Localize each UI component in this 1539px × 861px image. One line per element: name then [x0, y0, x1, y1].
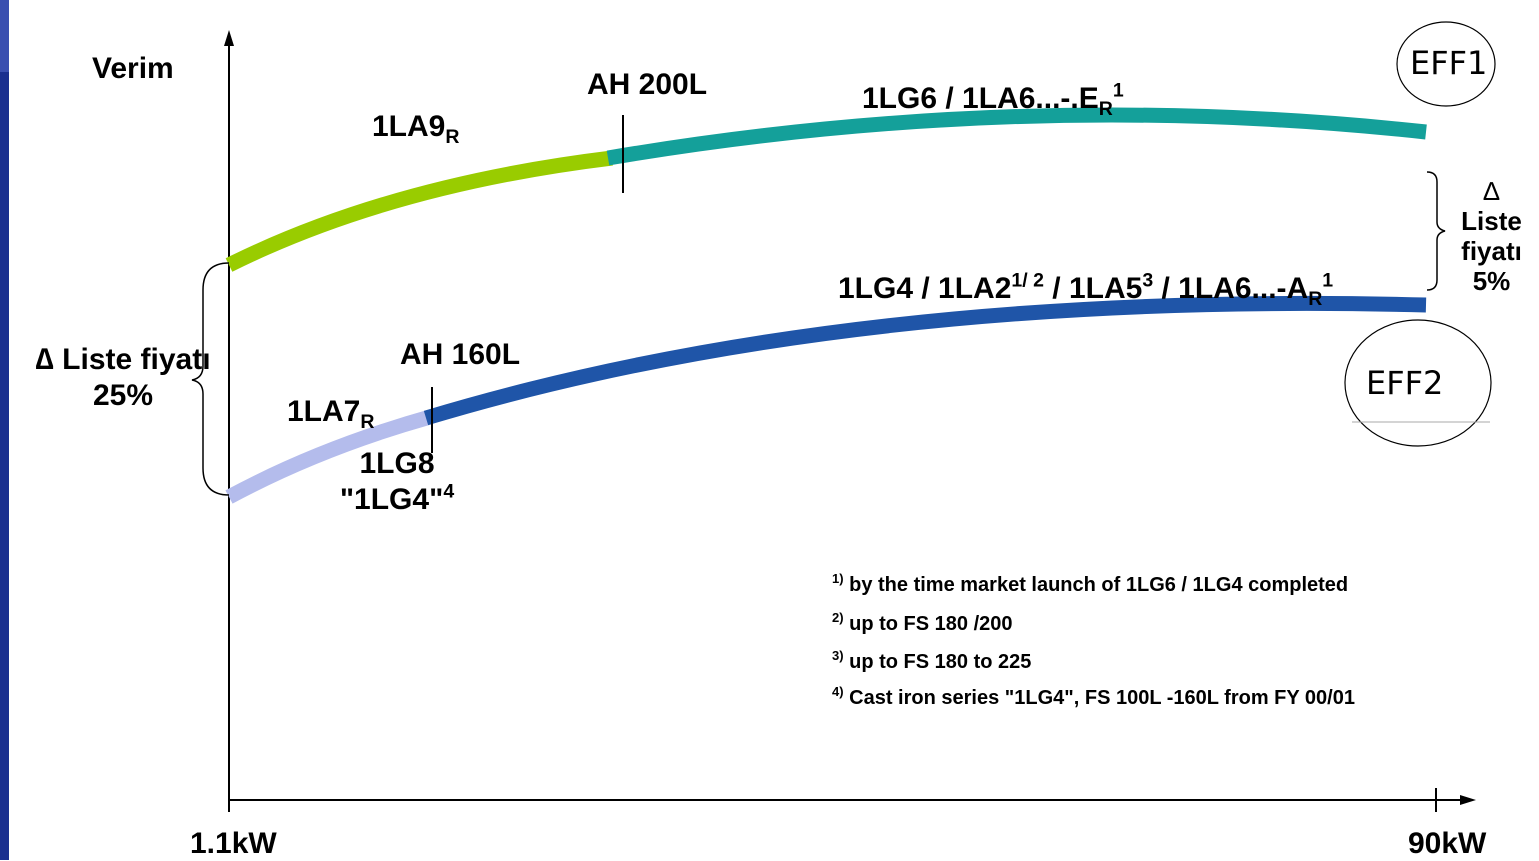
- delta-left-symbol: ∆: [35, 343, 54, 376]
- lower-left-series2-label: 1LG8 "1LG4"4: [312, 446, 482, 518]
- delta-right-line2: fiyatı: [1461, 236, 1522, 266]
- lower-right-s2: 3: [1142, 269, 1154, 292]
- price-delta-left-line2: 25%: [92, 379, 154, 412]
- price-delta-left-line1: ∆ Liste fiyatı: [18, 342, 228, 378]
- upper-left-series-main: 1LA9: [372, 110, 446, 143]
- upper-breakpoint-label: AH 200L: [587, 68, 708, 101]
- upper-right-series-main: 1LG6 / 1LA6...-.E: [862, 82, 1099, 115]
- footnote-1-mark: 1): [832, 571, 844, 587]
- lower-left-series2-line2-wrap: "1LG4"4: [312, 482, 482, 518]
- eff2-badge: EFF2: [1366, 364, 1444, 402]
- lower-right-p1: 1LG4 / 1LA2: [838, 272, 1012, 305]
- y-axis-arrow: [224, 30, 234, 46]
- lower-left-series2-line1: 1LG8: [359, 447, 435, 480]
- delta-right-line3: 5%: [1472, 266, 1511, 296]
- footnote-3: 3) up to FS 180 to 225: [832, 648, 1032, 674]
- delta-right-line1: Liste: [1461, 206, 1522, 236]
- footnote-4-mark: 4): [832, 684, 844, 700]
- left-edge-bar: [0, 0, 9, 860]
- eff2-badge-ellipse: [1344, 319, 1492, 447]
- lower-breakpoint-label: AH 160L: [400, 338, 521, 371]
- footnote-4: 4) Cast iron series "1LG4", FS 100L -160…: [832, 684, 1355, 710]
- upper-right-series-sup: 1: [1112, 79, 1124, 102]
- footnote-2-mark: 2): [832, 610, 844, 626]
- left-brace: [191, 262, 230, 496]
- upper-left-series-sub: R: [445, 125, 460, 148]
- lower-right-series-label: 1LG4 / 1LA21/ 2 / 1LA53 / 1LA6...-AR1: [838, 269, 1334, 309]
- lower-right-p2: / 1LA5: [1043, 272, 1143, 305]
- lower-curve-lightblue-segment: [225, 409, 433, 504]
- lower-curve-darkblue-segment: [423, 295, 1427, 426]
- footnote-2: 2) up to FS 180 /200: [832, 610, 1013, 636]
- y-axis-label: Verim: [92, 52, 174, 85]
- lower-right-s3: 1: [1322, 269, 1334, 292]
- lower-left-series2-line2: "1LG4": [339, 483, 444, 516]
- lower-right-s1: 1/ 2: [1011, 269, 1044, 292]
- upper-curve-teal-segment: [606, 107, 1427, 166]
- upper-right-series-sub: R: [1098, 97, 1113, 120]
- lower-left-series-sub: R: [360, 410, 375, 433]
- footnote-3-mark: 3): [832, 648, 844, 664]
- upper-left-series-label: 1LA9R: [372, 110, 459, 147]
- right-brace: [1426, 171, 1446, 291]
- lower-left-series-main: 1LA7: [287, 395, 361, 428]
- footnote-1-text: by the time market launch of 1LG6 / 1LG4…: [849, 574, 1349, 596]
- x-axis-start-label: 1.1kW: [190, 827, 277, 860]
- lower-left-series-label: 1LA7R: [287, 395, 374, 432]
- lower-right-p3: / 1LA6...-A: [1153, 272, 1309, 305]
- footnote-1: 1) by the time market launch of 1LG6 / 1…: [832, 571, 1349, 597]
- x-axis-end-label: 90kW: [1408, 827, 1487, 860]
- x-axis-arrow: [1460, 795, 1476, 805]
- eff1-badge: EFF1: [1410, 44, 1488, 82]
- left-edge-bar-notch: [0, 0, 9, 72]
- footnote-3-text: up to FS 180 to 225: [849, 651, 1032, 673]
- footnote-2-text: up to FS 180 /200: [849, 613, 1013, 635]
- lower-left-series2-sup: 4: [443, 480, 455, 503]
- delta-left-text: Liste fiyatı: [62, 343, 211, 376]
- price-delta-right: ∆ Liste fiyatı 5%: [1444, 176, 1539, 296]
- upper-curve-green-segment: [225, 150, 613, 272]
- footnote-4-text: Cast iron series "1LG4", FS 100L -160L f…: [849, 687, 1355, 709]
- price-delta-left: ∆ Liste fiyatı 25%: [18, 342, 228, 414]
- upper-right-series-label: 1LG6 / 1LA6...-.ER1: [862, 79, 1124, 119]
- lower-right-sub3: R: [1308, 287, 1323, 310]
- delta-right-symbol: ∆: [1483, 176, 1500, 206]
- eff1-badge-ellipse: [1396, 21, 1496, 107]
